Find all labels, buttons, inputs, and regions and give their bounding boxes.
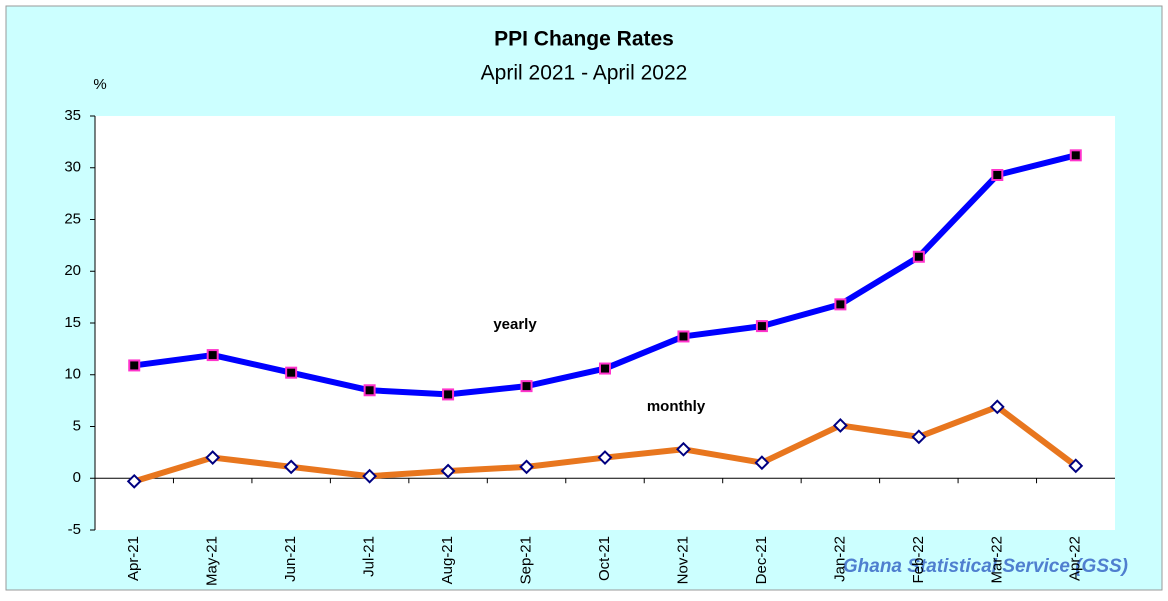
marker [362,468,378,484]
chart-subtitle: April 2021 - April 2022 [481,62,688,85]
marker [754,455,770,471]
marker [285,366,298,379]
marker [912,250,925,263]
marker [989,399,1005,415]
marker [676,441,691,457]
x-tick-label: Sep-21 [518,536,535,584]
marker [597,450,613,465]
annotation: yearly [493,316,537,333]
marker [283,459,299,475]
marker [755,320,768,333]
marker [440,463,456,479]
marker [442,388,455,401]
y-axis-label: % [93,76,106,93]
y-tick-label: 20 [64,262,81,279]
chart-title: PPI Change Rates [494,28,674,51]
x-tick-label: Jun-21 [282,536,299,582]
marker [599,362,611,375]
marker [363,384,376,397]
annotation: monthly [647,398,706,415]
marker [1068,458,1084,474]
x-tick-label: Jul-21 [361,536,378,577]
x-tick-label: Oct-21 [596,536,613,581]
x-tick-label: Aug-21 [439,536,456,584]
y-tick-label: 10 [64,366,81,383]
marker [205,450,221,465]
y-tick-label: 15 [64,314,81,331]
marker [206,349,219,362]
source: Ghana Statistical Service (GSS) [843,556,1128,577]
x-tick-label: Feb-22 [910,536,927,584]
marker [126,473,142,489]
marker [834,298,847,311]
x-tick-label: Nov-21 [674,536,691,584]
x-tick-label: Dec-21 [753,536,770,584]
plot-area [95,116,1115,530]
y-tick-label: 35 [64,107,81,124]
x-tick-label: Apr-21 [125,536,142,581]
marker [832,418,848,433]
marker [1069,149,1082,162]
x-tick-label: Jan-22 [831,536,848,582]
y-tick-label: 5 [73,417,81,434]
x-tick-label: Apr-22 [1067,536,1084,581]
marker [128,359,141,372]
y-tick-label: 30 [64,159,81,176]
x-tick-label: May-21 [204,536,221,586]
y-tick-label: 0 [73,469,81,486]
marker [520,380,533,393]
marker [991,168,1004,181]
y-tick-label: -5 [68,521,81,538]
marker [911,429,927,445]
x-tick-label: Mar-22 [988,536,1005,584]
marker [677,330,690,343]
marker [519,459,534,475]
y-tick-label: 25 [64,210,81,227]
